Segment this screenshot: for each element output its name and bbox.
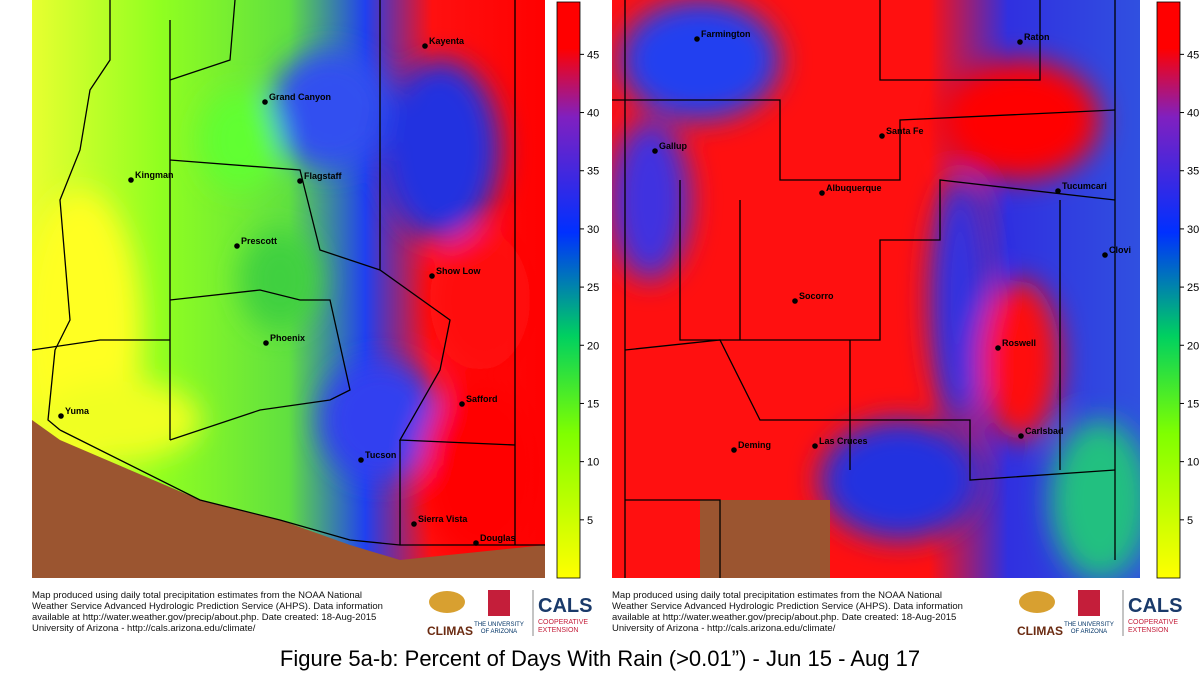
ua-icon — [1078, 590, 1100, 616]
city-dot — [1018, 433, 1024, 439]
colorbar — [1156, 1, 1181, 579]
credit-line: Weather Service Advanced Hydrologic Pred… — [32, 601, 383, 612]
colorbar-tick-label: 35 — [587, 166, 599, 178]
logo-ua-1: THE UNIVERSITY — [1064, 622, 1114, 628]
city-dot — [995, 345, 1001, 351]
credit-line: University of Arizona - http://cals.ariz… — [612, 623, 836, 634]
city-label: Raton — [1024, 32, 1050, 42]
logo-ua-2: OF ARIZONA — [1071, 629, 1107, 635]
caption: Figure 5a-b: Percent of Days With Rain (… — [280, 646, 920, 671]
logo-cals: CALS — [538, 595, 592, 617]
credit-line: available at http://water.weather.gov/pr… — [32, 612, 376, 623]
city-dot — [128, 177, 134, 183]
logo-ext-2: EXTENSION — [1128, 627, 1168, 634]
city-dot — [792, 298, 798, 304]
credit-line: Map produced using daily total precipita… — [612, 590, 942, 601]
city-dot — [1102, 252, 1108, 258]
colorbar-tick-label: 10 — [1187, 457, 1199, 469]
colorbar-tick-label: 30 — [587, 224, 599, 236]
colorbar-tick-label: 45 — [1187, 49, 1199, 61]
city-label: Tucumcari — [1062, 181, 1107, 191]
colorbar — [556, 1, 581, 579]
colorbar-tick-label: 35 — [1187, 166, 1199, 178]
logo-ext-1: COOPERATIVE — [1128, 619, 1178, 626]
city-label: Carlsbad — [1025, 426, 1064, 436]
city-dot — [473, 540, 479, 546]
city-label: Yuma — [65, 406, 90, 416]
logo-ext-2: EXTENSION — [538, 627, 578, 634]
city-label: Gallup — [659, 141, 688, 151]
city-label: Albuquerque — [826, 183, 882, 193]
arizona-map — [32, 0, 545, 578]
new-mexico-map — [612, 0, 1140, 578]
credit-line: University of Arizona - http://cals.ariz… — [32, 623, 256, 634]
city-label: Roswell — [1002, 338, 1036, 348]
climas-icon — [429, 591, 465, 613]
colorbar-tick-label: 45 — [587, 49, 599, 61]
colorbar-tick-label: 25 — [587, 282, 599, 294]
colorbar-tick-label: 20 — [1187, 340, 1199, 352]
city-dot — [694, 36, 700, 42]
city-dot — [422, 43, 428, 49]
city-dot — [429, 273, 435, 279]
city-dot — [297, 178, 303, 184]
city-label: Sierra Vista — [418, 514, 468, 524]
credit-line: available at http://water.weather.gov/pr… — [612, 612, 956, 623]
ua-icon — [488, 590, 510, 616]
logo-climas: CLIMAS — [1017, 624, 1063, 638]
city-label: Kayenta — [429, 36, 465, 46]
city-label: Las Cruces — [819, 436, 868, 446]
logo-cals: CALS — [1128, 595, 1182, 617]
colorbar-tick-label: 20 — [587, 340, 599, 352]
colorbar-tick-label: 25 — [1187, 282, 1199, 294]
city-label: Prescott — [241, 236, 277, 246]
colorbar-tick-label: 10 — [587, 457, 599, 469]
city-label: Clovi — [1109, 245, 1131, 255]
logo-ua-1: THE UNIVERSITY — [474, 622, 524, 628]
city-dot — [234, 243, 240, 249]
city-dot — [879, 133, 885, 139]
climas-icon — [1019, 591, 1055, 613]
colorbar-tick-label: 15 — [587, 398, 599, 410]
city-label: Farmington — [701, 29, 751, 39]
city-dot — [1017, 39, 1023, 45]
city-dot — [263, 340, 269, 346]
city-dot — [652, 148, 658, 154]
colorbar-tick-label: 30 — [1187, 224, 1199, 236]
colorbar-tick-label: 40 — [1187, 108, 1199, 120]
city-dot — [731, 447, 737, 453]
city-dot — [58, 413, 64, 419]
city-label: Flagstaff — [304, 171, 343, 181]
logo-ext-1: COOPERATIVE — [538, 619, 588, 626]
city-label: Safford — [466, 394, 498, 404]
city-label: Show Low — [436, 266, 481, 276]
city-label: Deming — [738, 440, 771, 450]
city-dot — [262, 99, 268, 105]
city-dot — [459, 401, 465, 407]
city-dot — [819, 190, 825, 196]
city-label: Tucson — [365, 450, 396, 460]
city-dot — [411, 521, 417, 527]
city-dot — [1055, 188, 1061, 194]
logo-climas: CLIMAS — [427, 624, 473, 638]
city-label: Santa Fe — [886, 126, 924, 136]
city-label: Kingman — [135, 170, 174, 180]
colorbar-tick-label: 40 — [587, 108, 599, 120]
city-label: Socorro — [799, 291, 834, 301]
city-label: Douglas — [480, 533, 516, 543]
city-label: Grand Canyon — [269, 92, 331, 102]
credit-line: Map produced using daily total precipita… — [32, 590, 362, 601]
colorbar-tick-label: 5 — [587, 515, 593, 527]
city-dot — [812, 443, 818, 449]
colorbar-tick-label: 15 — [1187, 398, 1199, 410]
city-label: Phoenix — [270, 333, 305, 343]
credit-line: Weather Service Advanced Hydrologic Pred… — [612, 601, 963, 612]
city-dot — [358, 457, 364, 463]
logo-ua-2: OF ARIZONA — [481, 629, 517, 635]
colorbar-tick-label: 5 — [1187, 515, 1193, 527]
